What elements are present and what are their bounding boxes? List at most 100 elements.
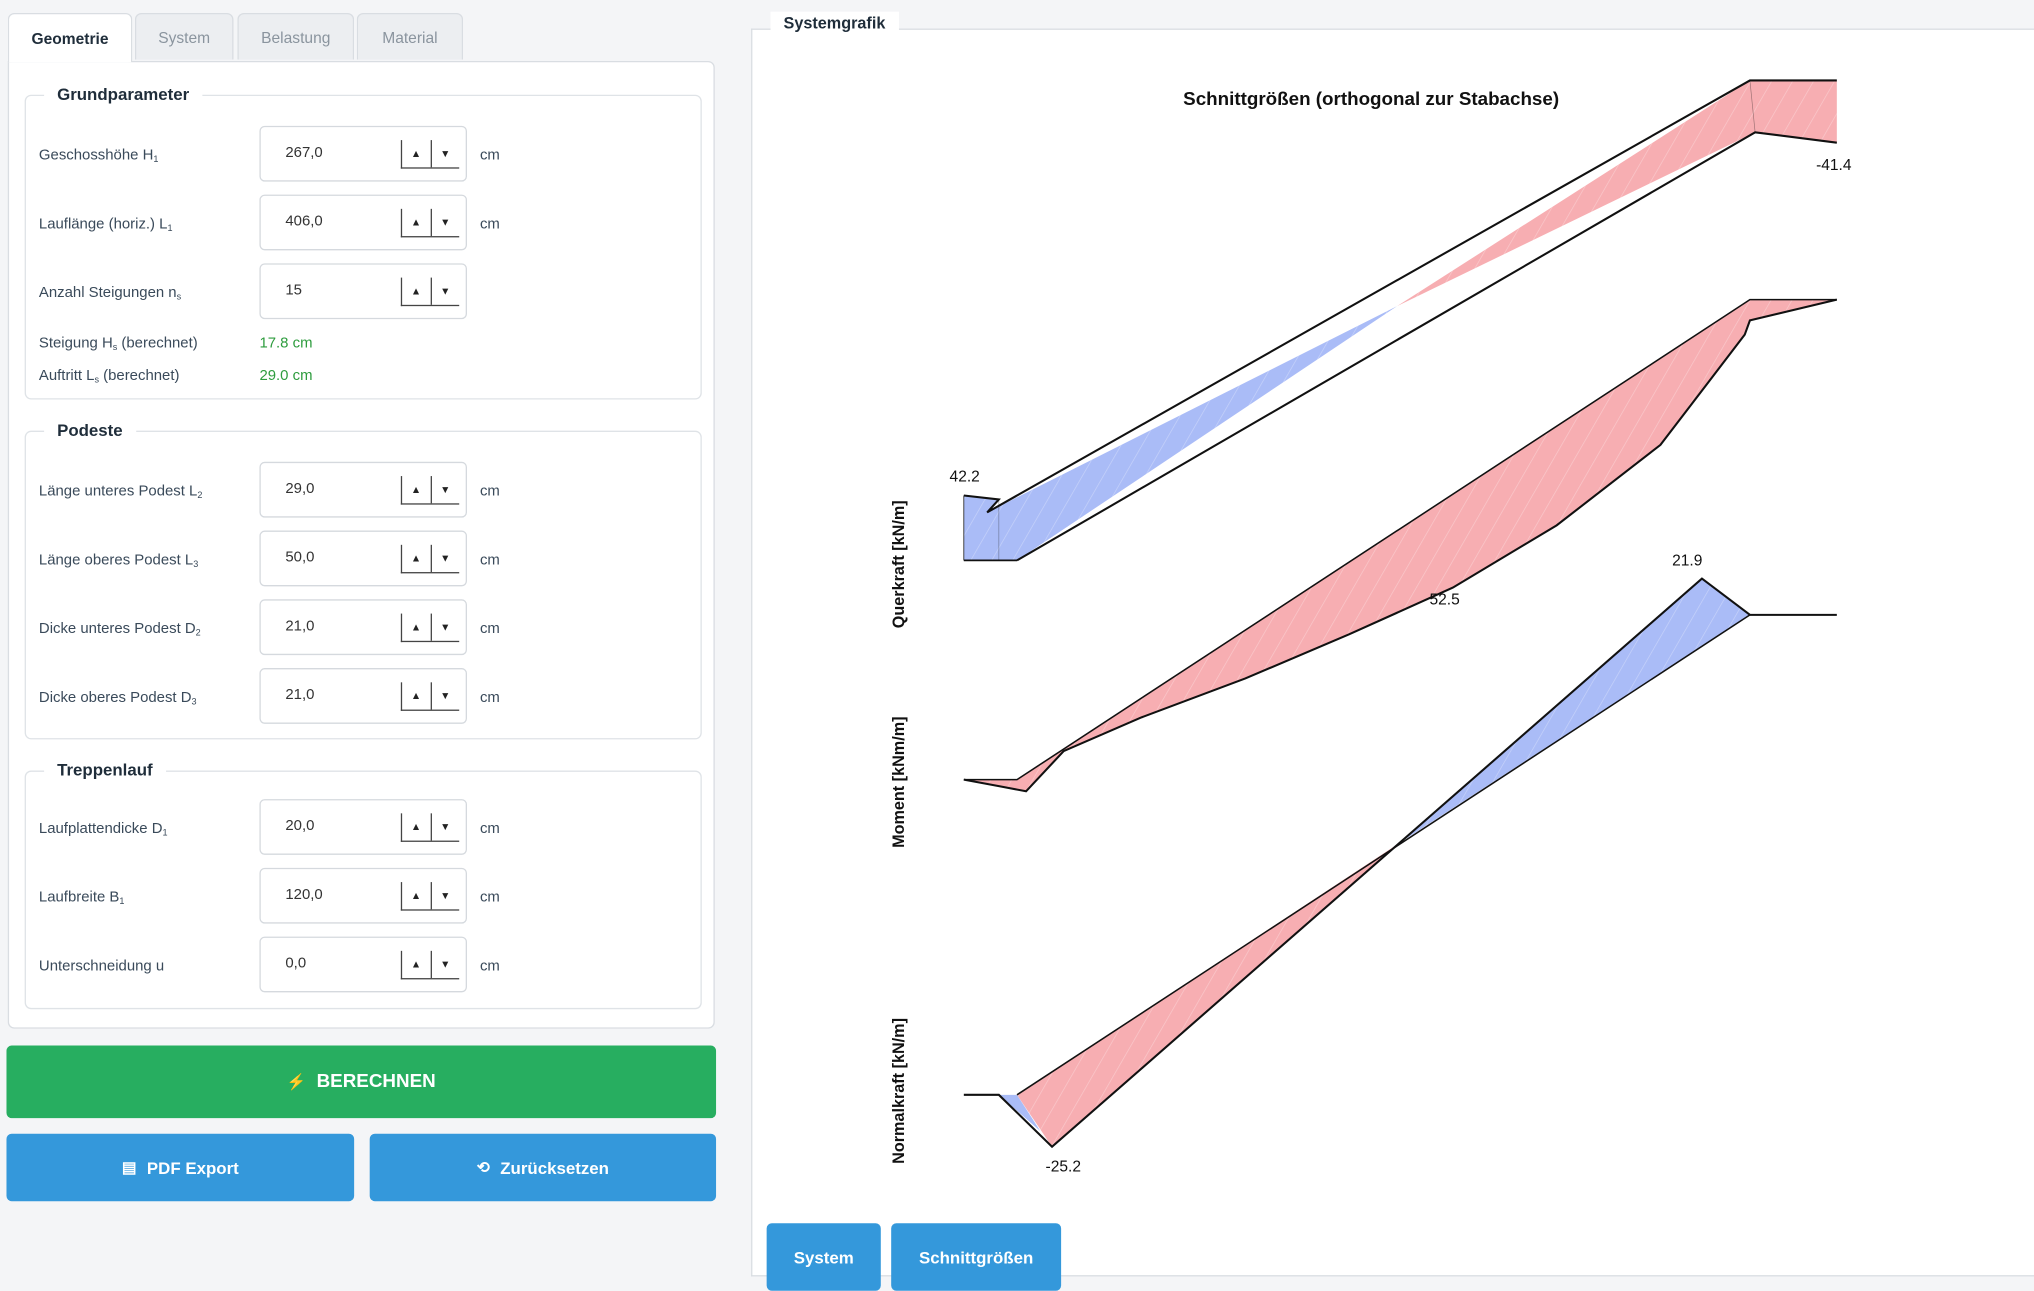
pdf-export-button[interactable]: ▤ PDF Export xyxy=(6,1133,355,1202)
spin-up-icon[interactable]: ▲ xyxy=(410,483,422,496)
unit-label: cm xyxy=(479,216,500,233)
system-graphic-panel: Systemgrafik Schnittgrößen (orthogonal z… xyxy=(751,11,2034,1291)
calculate-button[interactable]: ⚡ BERECHNEN xyxy=(6,1045,717,1119)
geschosshoehe-input[interactable]: 267,0 ▲ ▼ xyxy=(259,125,467,182)
unit-label: cm xyxy=(479,821,500,837)
input-value: 0,0 xyxy=(285,956,307,972)
panel-title: Systemgrafik xyxy=(770,11,899,36)
normal-axis-label: Normalkraft [kN/m] xyxy=(890,1018,908,1164)
lauflaenge-input[interactable]: 406,0 ▲ ▼ xyxy=(259,194,467,251)
tab-label: Belastung xyxy=(261,27,331,47)
group-podeste: Podeste Länge unteres Podest L2 29,0 ▲ ▼ … xyxy=(24,418,702,740)
spin-up-icon[interactable]: ▲ xyxy=(410,621,422,634)
unteres-podest-dicke-input[interactable]: 21,0 ▲ ▼ xyxy=(259,599,467,656)
oberes-podest-laenge-input[interactable]: 50,0 ▲ ▼ xyxy=(259,530,467,587)
button-label: PDF Export xyxy=(146,1157,239,1178)
input-value: 20,0 xyxy=(285,818,315,835)
moment-axis-label: Moment [kNm/m] xyxy=(890,716,908,847)
normal-axis xyxy=(1016,614,1751,1096)
chart-title: Schnittgrößen (orthogonal zur Stabachse) xyxy=(1183,88,1559,109)
field-label-laufbreite: Laufbreite B1 xyxy=(38,889,125,907)
input-value: 21,0 xyxy=(285,687,315,704)
computed-value-steigung: 17.8 cm xyxy=(259,335,313,352)
spin-down-icon[interactable]: ▼ xyxy=(430,140,459,168)
spin-up-icon[interactable]: ▲ xyxy=(410,889,422,902)
spin-down-icon[interactable]: ▼ xyxy=(430,950,459,979)
input-value: 406,0 xyxy=(285,214,323,230)
document-icon: ▤ xyxy=(121,1158,137,1177)
group-title: Podeste xyxy=(44,418,136,443)
unit-label: cm xyxy=(479,690,500,706)
shear-max-label: 42.2 xyxy=(950,468,980,485)
button-label: Zurücksetzen xyxy=(500,1157,609,1178)
field-label-oberes-podest-dicke: Dicke oberes Podest D3 xyxy=(38,690,197,707)
internal-forces-chart: Schnittgrößen (orthogonal zur Stabachse)… xyxy=(890,79,1852,1175)
spin-up-icon[interactable]: ▲ xyxy=(410,690,422,702)
spin-down-icon[interactable]: ▼ xyxy=(430,813,459,841)
field-label-laufllaenge: Lauflänge (horiz.) L1 xyxy=(38,216,173,234)
button-label: Schnittgrößen xyxy=(918,1247,1034,1267)
tab-system[interactable]: System xyxy=(134,12,234,60)
unit-label: cm xyxy=(479,889,500,906)
normal-max-label: 21.9 xyxy=(1672,553,1702,570)
view-system-button[interactable]: System xyxy=(766,1223,881,1291)
shear-axis-label: Querkraft [kN/m] xyxy=(890,500,908,628)
geometry-panel: Grundparameter Geschosshöhe H1 267,0 ▲ ▼ … xyxy=(7,60,715,1029)
spin-up-icon[interactable]: ▲ xyxy=(410,821,422,833)
computed-label-steigung: Steigung Hs (berechnet) xyxy=(38,335,198,353)
tab-label: Material xyxy=(382,27,438,47)
unterschneidung-input[interactable]: 0,0 ▲ ▼ xyxy=(259,936,467,993)
unit-label: cm xyxy=(479,147,500,164)
laufbreite-input[interactable]: 120,0 ▲ ▼ xyxy=(259,867,467,924)
spin-down-icon[interactable]: ▼ xyxy=(430,682,459,710)
shear-diagram: 42.2 -41.4 Querkraft [kN/m] xyxy=(890,79,1852,628)
tab-label: System xyxy=(158,27,211,47)
oberes-podest-dicke-input[interactable]: 21,0 ▲ ▼ xyxy=(259,668,467,724)
steigungen-input[interactable]: 15 ▲ ▼ xyxy=(259,263,467,320)
field-label-laufplattendicke: Laufplattendicke D1 xyxy=(38,821,168,838)
view-internal-forces-button[interactable]: Schnittgrößen xyxy=(891,1223,1062,1291)
input-value: 21,0 xyxy=(285,618,315,635)
laufplattendicke-input[interactable]: 20,0 ▲ ▼ xyxy=(259,799,467,855)
tab-geometrie[interactable]: Geometrie xyxy=(7,12,133,63)
field-label-oberes-podest-laenge: Länge oberes Podest L3 xyxy=(38,552,199,570)
unit-label: cm xyxy=(479,552,500,569)
tab-belastung[interactable]: Belastung xyxy=(237,12,355,60)
spin-down-icon[interactable]: ▼ xyxy=(430,277,459,305)
normal-curve xyxy=(963,577,1837,1149)
input-value: 50,0 xyxy=(285,550,315,566)
input-value: 29,0 xyxy=(285,481,315,497)
shear-curve xyxy=(963,79,1837,514)
spin-up-icon[interactable]: ▲ xyxy=(410,552,422,565)
spin-down-icon[interactable]: ▼ xyxy=(430,476,459,504)
group-title: Grundparameter xyxy=(44,83,203,107)
moment-max-label: 52.5 xyxy=(1430,591,1460,608)
spin-down-icon[interactable]: ▼ xyxy=(430,613,459,641)
unit-label: cm xyxy=(479,958,500,975)
reset-button[interactable]: ⟲ Zurücksetzen xyxy=(369,1133,717,1202)
spin-down-icon[interactable]: ▼ xyxy=(430,544,459,573)
spin-up-icon[interactable]: ▲ xyxy=(410,216,422,229)
spin-down-icon[interactable]: ▼ xyxy=(430,208,459,237)
spin-up-icon[interactable]: ▲ xyxy=(410,147,422,160)
spin-up-icon[interactable]: ▲ xyxy=(410,958,422,971)
normal-force-diagram: 21.9 -25.2 Normalkraft [kN/m] xyxy=(890,553,1837,1175)
moment-curve xyxy=(963,298,1838,793)
field-label-steigungen: Anzahl Steigungen ns xyxy=(38,285,182,303)
tab-material[interactable]: Material xyxy=(356,12,464,60)
shear-min-label: -41.4 xyxy=(1816,157,1852,174)
spin-up-icon[interactable]: ▲ xyxy=(410,285,422,298)
spin-down-icon[interactable]: ▼ xyxy=(430,882,459,910)
tab-label: Geometrie xyxy=(31,29,109,48)
unteres-podest-laenge-input[interactable]: 29,0 ▲ ▼ xyxy=(259,461,467,518)
moment-axis xyxy=(963,298,1837,781)
unit-label: cm xyxy=(479,483,500,500)
button-label: System xyxy=(793,1247,854,1267)
computed-label-auftritt: Auftritt Ls (berechnet) xyxy=(38,368,180,386)
moment-diagram: 52.5 Moment [kNm/m] xyxy=(890,298,1838,848)
unit-label: cm xyxy=(479,621,500,637)
field-label-unterschneidung: Unterschneidung u xyxy=(38,958,165,975)
input-value: 15 xyxy=(285,282,302,299)
normal-min-label: -25.2 xyxy=(1046,1158,1081,1175)
field-label-unteres-podest-laenge: Länge unteres Podest L2 xyxy=(38,483,203,501)
